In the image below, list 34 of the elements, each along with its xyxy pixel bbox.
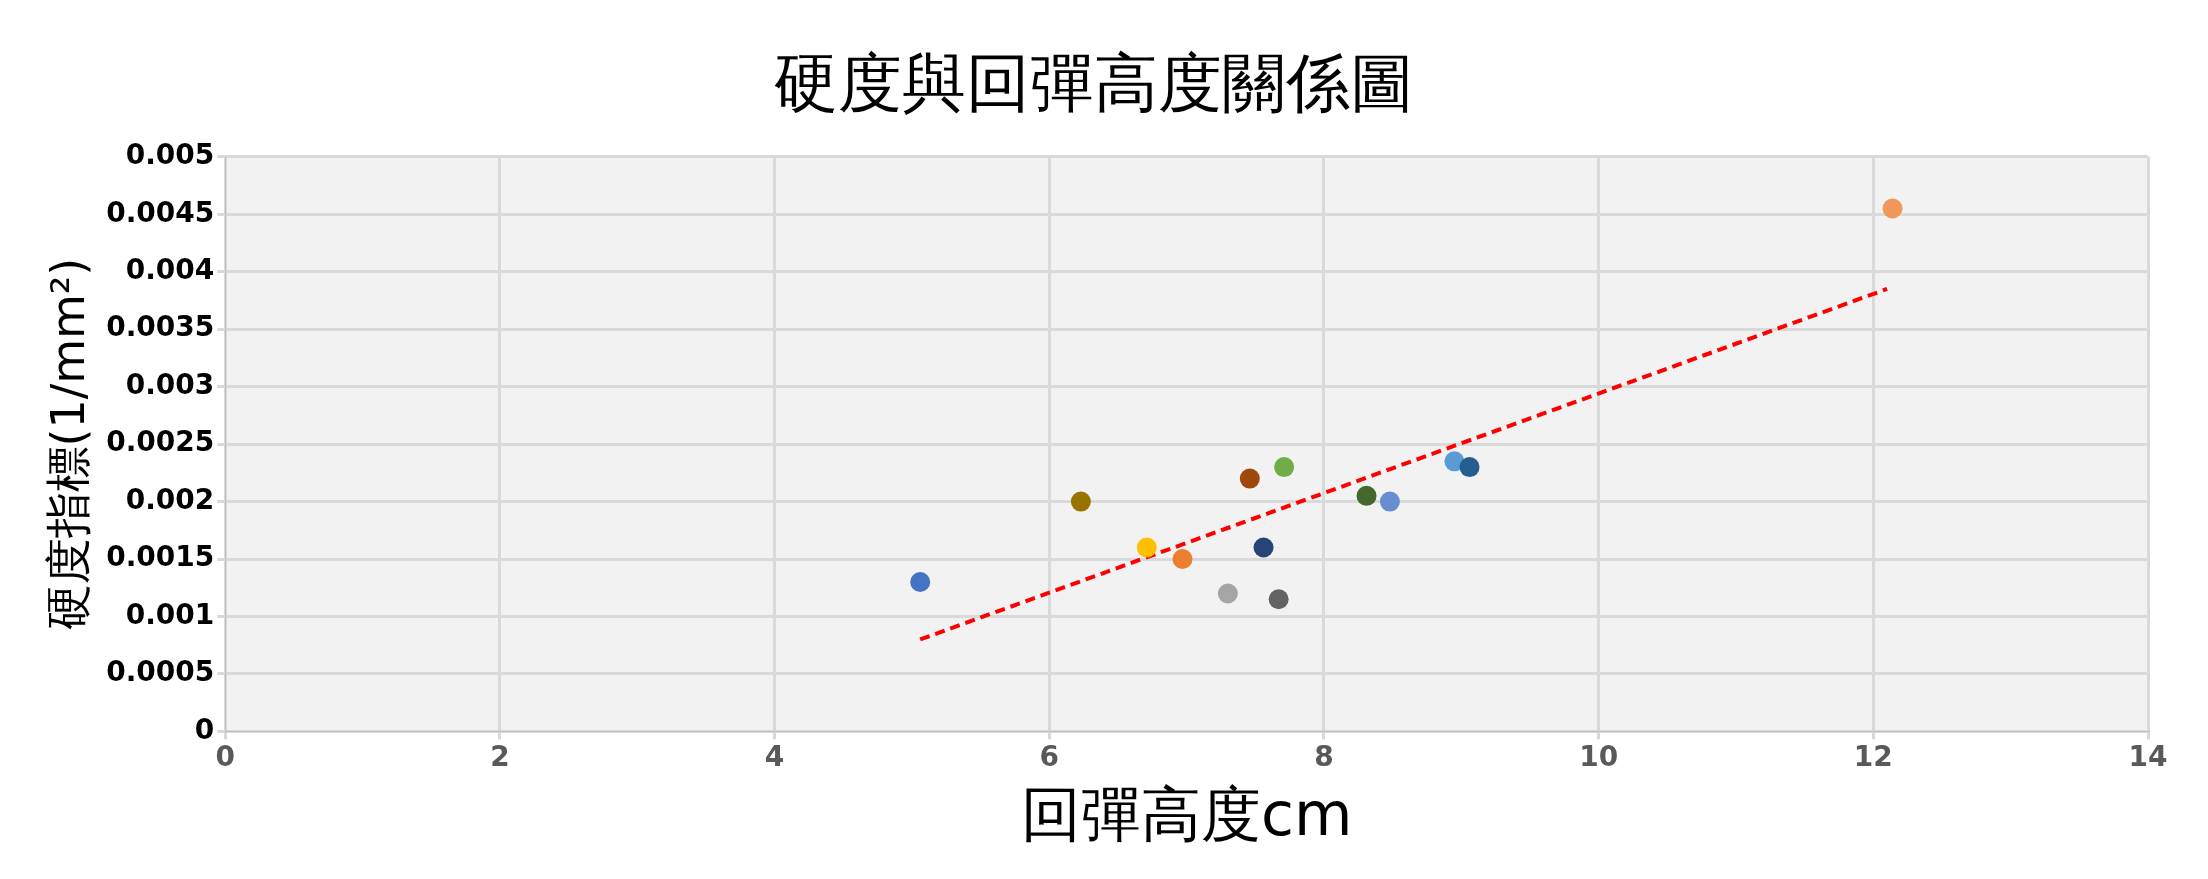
y-tick-label: 0 [194,712,215,746]
y-tick-label: 0.005 [125,138,215,172]
y-tick-label: 0.003 [125,367,215,401]
y-axis-title: 硬度指標(1/mm²) [40,257,95,631]
x-tick-label: 12 [1853,740,1893,774]
y-tick-label: 0.0005 [106,655,215,689]
y-tick-label: 0.002 [125,482,215,516]
x-tick-label: 10 [1579,740,1619,774]
point [910,572,931,592]
point [1136,537,1157,558]
point [1379,491,1400,512]
x-tick-label: 14 [2128,740,2168,774]
x-tick-label: 6 [1039,740,1060,774]
point [1459,457,1480,478]
y-tick-label: 0.0025 [106,425,215,459]
y-tick-label: 0.0045 [106,195,215,229]
point [1274,457,1295,478]
y-tick-label: 0.0035 [106,310,215,344]
point [1172,549,1193,570]
x-tick-label: 4 [764,740,785,774]
x-tick-label: 2 [490,740,510,774]
point [1268,589,1289,610]
point [1070,491,1091,512]
chart-title: 硬度與回彈高度關係圖 [774,46,1414,121]
point [1239,468,1260,489]
y-tick-label: 0.004 [125,253,215,286]
x-tick-label: 8 [1314,740,1334,774]
point [1217,583,1238,604]
y-tick-label: 0.0015 [106,540,215,574]
x-axis-title: 回彈高度cm [1020,778,1353,849]
y-tick-label: 0.001 [125,597,215,631]
point [1356,485,1377,506]
point [1253,537,1274,558]
point [1882,198,1903,219]
